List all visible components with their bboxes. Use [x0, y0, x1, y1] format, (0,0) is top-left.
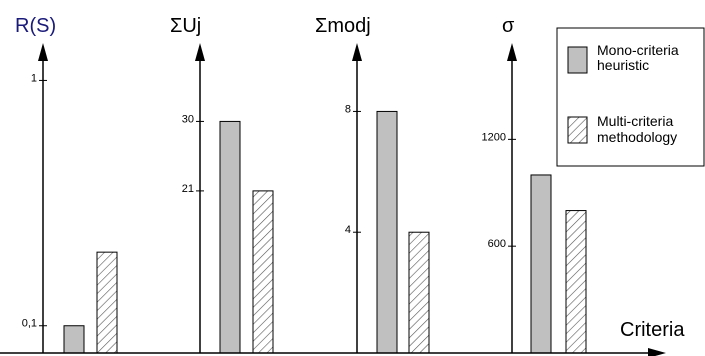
panel-3-tick-label-2: 8	[345, 103, 351, 115]
panel-2-title: ΣUj	[170, 15, 201, 37]
panel-2-bar-mono	[219, 120, 241, 354]
panel-3-tick-label-1: 4	[345, 224, 351, 236]
panel-1-tick-label-2: 1	[31, 72, 37, 84]
panel-1-bar-mono	[63, 325, 85, 354]
panel-1-bar-multi	[96, 251, 118, 354]
legend-swatch-multi	[567, 116, 588, 144]
legend-label-multi-line2: methodology	[597, 129, 677, 145]
x-axis-arrow-icon	[648, 348, 666, 356]
panel-1-tick-label-1: 0,1	[22, 318, 37, 330]
panel-4-tick-label-2: 1200	[482, 131, 506, 143]
legend-swatch-mono	[567, 46, 588, 74]
panel-3-bar-multi	[408, 231, 430, 354]
panel-3-y-arrow-icon	[352, 43, 362, 61]
panel-4-y-arrow-icon	[507, 43, 517, 61]
panel-3-bar-mono	[376, 110, 398, 354]
panel-3-title: Σmodj	[315, 15, 371, 37]
x-axis-label: Criteria	[620, 319, 685, 341]
x-axis: Criteria	[0, 319, 685, 356]
legend-label-multi: Multi-criteria methodology	[597, 113, 677, 145]
panel-1-title: R(S)	[15, 15, 56, 37]
legend: Mono-criteria heuristic Multi-criteria m…	[556, 27, 705, 167]
panel-2-bar-multi	[252, 190, 274, 354]
panel-2-tick-label-1: 21	[182, 183, 194, 195]
panel-2-tick-label-2: 30	[182, 113, 194, 125]
panel-3: Σmodj 4 8	[315, 15, 430, 354]
legend-label-mono-line1: Mono-criteria	[597, 42, 679, 58]
panel-4-tick-label-1: 600	[488, 238, 506, 250]
panel-2: ΣUj 21 30	[170, 15, 274, 354]
legend-label-multi-line1: Multi-criteria	[597, 113, 673, 129]
panel-4-bar-mono	[530, 174, 552, 354]
panel-2-y-arrow-icon	[195, 43, 205, 61]
panel-4-title: σ	[502, 15, 515, 37]
panel-1: R(S) 0,1 1	[15, 15, 118, 354]
panels: R(S) 0,1 1 ΣUj 21 30 Σmodj 4 8 σ 600 1200	[15, 15, 587, 354]
panel-1-y-arrow-icon	[38, 43, 48, 61]
panel-4-bar-multi	[565, 210, 587, 354]
legend-label-mono-line2: heuristic	[597, 57, 649, 73]
legend-label-mono: Mono-criteria heuristic	[597, 42, 683, 73]
panel-4: σ 600 1200	[482, 15, 587, 354]
